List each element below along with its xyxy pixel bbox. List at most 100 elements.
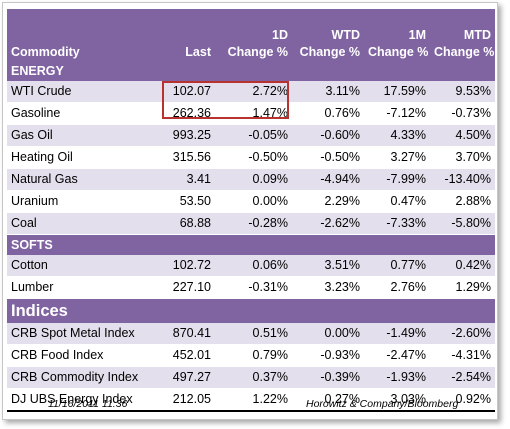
cell-commodity: Uranium xyxy=(7,190,153,213)
cell-commodity: Gas Oil xyxy=(7,124,153,147)
cell-commodity: Heating Oil xyxy=(7,146,153,169)
cell-mtd-change: -0.73% xyxy=(430,102,495,125)
cell-1m-change: 2.76% xyxy=(364,276,430,299)
header-1m: 1M Change % xyxy=(364,9,430,61)
cell-1m-change: -7.33% xyxy=(364,212,430,235)
cell-last: 3.41 xyxy=(153,168,215,191)
table-row: WTI Crude 102.07 2.72% 3.11% 17.59% 9.53% xyxy=(7,81,495,103)
cell-commodity: CRB Commodity Index xyxy=(7,366,153,389)
section-header: Indices xyxy=(7,298,495,323)
cell-1d-change: -0.28% xyxy=(215,212,292,235)
cell-commodity: Gasoline xyxy=(7,102,153,125)
table-row: CRB Spot Metal Index 870.41 0.51% 0.00% -1.4… xyxy=(7,323,495,345)
cell-mtd-change: 2.88% xyxy=(430,190,495,213)
header-1d: 1D Change % xyxy=(215,9,292,61)
cell-1m-change: -7.12% xyxy=(364,102,430,125)
cell-1m-change: 4.33% xyxy=(364,124,430,147)
cell-1d-change: 0.09% xyxy=(215,168,292,191)
cell-wtd-change: -0.50% xyxy=(292,146,364,169)
table-row: Gas Oil 993.25 -0.05% -0.60% 4.33% 4.50% xyxy=(7,124,495,147)
cell-1m-change: -1.49% xyxy=(364,323,430,345)
cell-1m-change: -2.47% xyxy=(364,344,430,367)
cell-last: 102.72 xyxy=(153,255,215,277)
cell-wtd-change: -0.60% xyxy=(292,124,364,147)
cell-wtd-change: 0.76% xyxy=(292,102,364,125)
footer-source: Horowitz & Company/Bloomberg xyxy=(306,398,459,410)
cell-mtd-change: -4.31% xyxy=(430,344,495,367)
cell-1d-change: 0.37% xyxy=(215,366,292,389)
cell-1d-change: -0.50% xyxy=(215,146,292,169)
cell-1m-change: 0.77% xyxy=(364,255,430,277)
header-mtd: MTD Change % xyxy=(430,9,495,61)
cell-1d-change: 0.51% xyxy=(215,323,292,345)
cell-commodity: Lumber xyxy=(7,276,153,299)
cell-1d-change: 2.72% xyxy=(215,81,292,103)
cell-mtd-change: 9.53% xyxy=(430,81,495,103)
cell-mtd-change: -13.40% xyxy=(430,168,495,191)
cell-wtd-change: 2.29% xyxy=(292,190,364,213)
table-row: DJ UBS Energy Index 212.05 1.22% 0.27% 3.03%… xyxy=(7,388,495,412)
section-title: Indices xyxy=(7,298,495,323)
table-row: Lumber 227.10 -0.31% 3.23% 2.76% 1.29% xyxy=(7,276,495,299)
cell-wtd-change: 3.11% xyxy=(292,81,364,103)
cell-1d-change: -0.31% xyxy=(215,276,292,299)
section-title: SOFTS xyxy=(7,234,495,255)
cell-commodity: WTI Crude xyxy=(7,81,153,103)
cell-1m-change: -1.93% xyxy=(364,366,430,389)
cell-mtd-change: 0.92% xyxy=(430,388,495,412)
cell-last: 452.01 xyxy=(153,344,215,367)
cell-mtd-change: 3.70% xyxy=(430,146,495,169)
table-row: CRB Food Index 452.01 0.79% -0.93% -2.47% -4.… xyxy=(7,344,495,367)
cell-commodity: CRB Food Index xyxy=(7,344,153,367)
table-row: Natural Gas 3.41 0.09% -4.94% -7.99% -13.40% xyxy=(7,168,495,191)
cell-wtd-change: -0.93% xyxy=(292,344,364,367)
footer-date: 11/16/2011 11:36 xyxy=(48,398,128,410)
cell-last: 227.10 xyxy=(153,276,215,299)
cell-last: 870.41 xyxy=(153,323,215,345)
cell-mtd-change: 4.50% xyxy=(430,124,495,147)
section-title: ENERGY xyxy=(7,61,495,81)
cell-last: 262.36 xyxy=(153,102,215,125)
cell-mtd-change: -2.60% xyxy=(430,323,495,345)
table-row: CRB Commodity Index 497.27 0.37% -0.39% -1.9… xyxy=(7,366,495,389)
cell-last: 68.88 xyxy=(153,212,215,235)
table-row: Heating Oil 315.56 -0.50% -0.50% 3.27% 3.70% xyxy=(7,146,495,169)
cell-1d-change: 1.22% xyxy=(215,388,292,412)
cell-1d-change: 0.06% xyxy=(215,255,292,277)
cell-last: 993.25 xyxy=(153,124,215,147)
header-last: Last xyxy=(153,9,215,61)
cell-1d-change: 1.47% xyxy=(215,102,292,125)
cell-wtd-change: 3.23% xyxy=(292,276,364,299)
cell-wtd-change: -4.94% xyxy=(292,168,364,191)
cell-mtd-change: 1.29% xyxy=(430,276,495,299)
cell-last: 315.56 xyxy=(153,146,215,169)
header-commodity: Commodity xyxy=(7,9,153,61)
cell-1m-change: 17.59% xyxy=(364,81,430,103)
section-header: SOFTS xyxy=(7,234,495,255)
section-header: ENERGY xyxy=(7,61,495,81)
cell-mtd-change: -2.54% xyxy=(430,366,495,389)
cell-mtd-change: -5.80% xyxy=(430,212,495,235)
cell-last: 53.50 xyxy=(153,190,215,213)
cell-commodity: Cotton xyxy=(7,255,153,277)
cell-wtd-change: 0.00% xyxy=(292,323,364,345)
table-row: Gasoline 262.36 1.47% 0.76% -7.12% -0.73% xyxy=(7,102,495,125)
cell-last: 212.05 xyxy=(153,388,215,412)
cell-commodity: Natural Gas xyxy=(7,168,153,191)
cell-wtd-change: -2.62% xyxy=(292,212,364,235)
cell-1d-change: -0.05% xyxy=(215,124,292,147)
commodity-table: Commodity Last 1D Change % WTD Change % 1M… xyxy=(7,9,495,412)
cell-1d-change: 0.79% xyxy=(215,344,292,367)
cell-commodity: CRB Spot Metal Index xyxy=(7,323,153,345)
table-row: Uranium 53.50 0.00% 2.29% 0.47% 2.88% xyxy=(7,190,495,213)
cell-1m-change: 0.47% xyxy=(364,190,430,213)
cell-1m-change: -7.99% xyxy=(364,168,430,191)
cell-commodity: DJ UBS Energy Index xyxy=(7,388,153,412)
table-row: Coal 68.88 -0.28% -2.62% -7.33% -5.80% xyxy=(7,212,495,235)
header-row: Commodity Last 1D Change % WTD Change % 1M… xyxy=(7,9,495,61)
header-wtd: WTD Change % xyxy=(292,9,364,61)
cell-1m-change: 3.03% xyxy=(364,388,430,412)
cell-wtd-change: 0.27% xyxy=(292,388,364,412)
cell-1m-change: 3.27% xyxy=(364,146,430,169)
cell-commodity: Coal xyxy=(7,212,153,235)
